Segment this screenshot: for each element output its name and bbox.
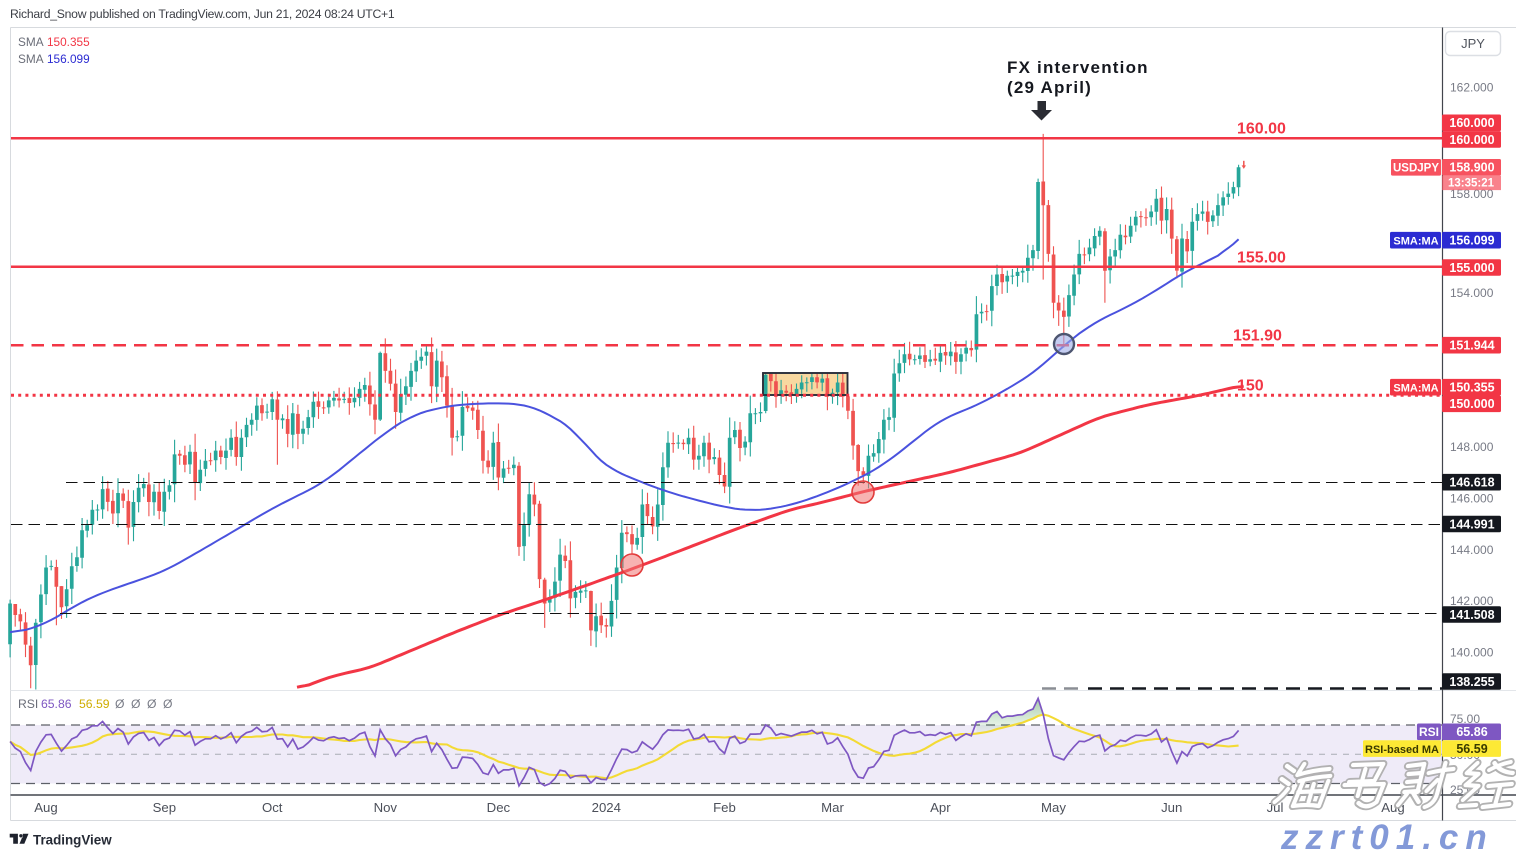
svg-text:Ø: Ø [115, 697, 125, 711]
svg-text:SMA: SMA [18, 52, 44, 66]
svg-text:RSI: RSI [1419, 725, 1439, 739]
svg-text:Jun: Jun [1161, 800, 1182, 815]
svg-text:65.86: 65.86 [41, 697, 72, 711]
svg-text:160.000: 160.000 [1449, 116, 1494, 130]
svg-text:141.508: 141.508 [1449, 608, 1494, 622]
svg-text:144.000: 144.000 [1450, 543, 1494, 557]
svg-text:146.618: 146.618 [1449, 476, 1494, 490]
svg-text:zzrt01.cn: zzrt01.cn [1280, 818, 1494, 857]
svg-text:150.000: 150.000 [1449, 397, 1494, 411]
svg-text:154.000: 154.000 [1450, 286, 1494, 300]
svg-text:160.000: 160.000 [1449, 133, 1494, 147]
svg-text:RSI-based MA: RSI-based MA [1365, 744, 1439, 756]
svg-text:Oct: Oct [262, 800, 283, 815]
svg-text:TradingView: TradingView [33, 833, 112, 848]
svg-text:158.900: 158.900 [1449, 161, 1494, 175]
svg-text:SMA: SMA [18, 35, 44, 49]
svg-text:156.099: 156.099 [1449, 234, 1494, 248]
svg-text:160.00: 160.00 [1237, 121, 1286, 138]
svg-text:151.90: 151.90 [1233, 328, 1282, 345]
svg-text:SMA:MA: SMA:MA [1393, 383, 1438, 395]
svg-text:75.00: 75.00 [1450, 712, 1480, 726]
svg-text:Ø: Ø [147, 697, 157, 711]
svg-text:150.355: 150.355 [1449, 381, 1494, 395]
svg-text:JPY: JPY [1461, 36, 1485, 51]
svg-text:138.255: 138.255 [1449, 675, 1494, 689]
svg-text:144.991: 144.991 [1449, 517, 1494, 531]
svg-text:Aug: Aug [34, 800, 57, 815]
svg-text:140.000: 140.000 [1450, 646, 1494, 660]
svg-text:56.59: 56.59 [1456, 742, 1487, 756]
svg-text:Dec: Dec [487, 800, 511, 815]
svg-text:SMA:MA: SMA:MA [1393, 236, 1438, 248]
svg-text:142.000: 142.000 [1450, 594, 1494, 608]
svg-text:Ø: Ø [163, 697, 173, 711]
svg-text:Sep: Sep [153, 800, 176, 815]
svg-text:56.59: 56.59 [79, 697, 110, 711]
svg-text:156.099: 156.099 [47, 52, 90, 66]
svg-text:May: May [1041, 800, 1066, 815]
svg-text:Feb: Feb [713, 800, 736, 815]
svg-text:150: 150 [1237, 378, 1264, 395]
svg-text:151.944: 151.944 [1449, 339, 1494, 353]
svg-text:13:35:21: 13:35:21 [1448, 178, 1495, 190]
svg-text:USDJPY: USDJPY [1393, 163, 1439, 175]
svg-text:150.355: 150.355 [47, 35, 90, 49]
svg-text:158.000: 158.000 [1450, 187, 1494, 201]
svg-text:155.00: 155.00 [1237, 250, 1286, 267]
svg-text:2024: 2024 [592, 800, 621, 815]
svg-text:148.000: 148.000 [1450, 440, 1494, 454]
svg-text:Nov: Nov [374, 800, 398, 815]
svg-text:(29 April): (29 April) [1007, 78, 1092, 97]
svg-text:146.000: 146.000 [1450, 491, 1494, 505]
svg-text:Ø: Ø [131, 697, 141, 711]
svg-text:162.000: 162.000 [1450, 80, 1494, 94]
svg-text:65.86: 65.86 [1456, 725, 1487, 739]
svg-text:FX intervention: FX intervention [1007, 58, 1149, 77]
svg-text:155.000: 155.000 [1449, 261, 1494, 275]
svg-text:Mar: Mar [821, 800, 844, 815]
svg-text:Apr: Apr [930, 800, 951, 815]
svg-text:RSI: RSI [18, 697, 38, 711]
svg-text:Richard_Snow published on Trad: Richard_Snow published on TradingView.co… [10, 7, 395, 21]
